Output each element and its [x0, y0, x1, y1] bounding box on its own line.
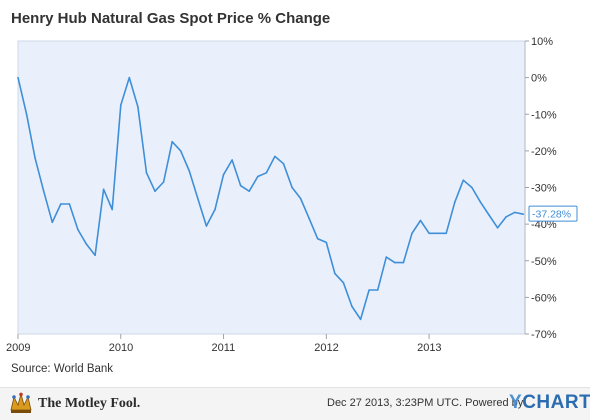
data-point [505, 216, 507, 218]
data-point [471, 186, 473, 189]
data-point [394, 261, 396, 264]
y-tick-label: -10% [531, 109, 557, 121]
y-tick-label: -70% [531, 329, 557, 341]
y-tick-label: -50% [531, 256, 557, 268]
data-point [128, 76, 131, 79]
data-point [522, 213, 525, 215]
data-point [368, 289, 370, 291]
data-point [85, 243, 88, 246]
data-point [248, 190, 251, 192]
chart-title: Henry Hub Natural Gas Spot Price % Chang… [11, 10, 331, 27]
data-point [299, 197, 302, 200]
data-point [436, 232, 439, 235]
data-point [42, 190, 45, 192]
data-point [188, 170, 191, 172]
data-point [102, 188, 105, 191]
data-point [162, 181, 165, 183]
data-point [119, 104, 122, 106]
x-tick-label: 2013 [417, 342, 441, 354]
data-point [197, 197, 199, 200]
data-point [513, 211, 516, 214]
y-tick-label: -60% [531, 292, 557, 304]
data-point [205, 225, 208, 227]
data-point [453, 201, 456, 203]
data-point [94, 254, 96, 257]
logo-text: The Motley Fool. [38, 396, 141, 411]
data-point [282, 162, 285, 165]
data-point [385, 256, 388, 258]
data-point [419, 219, 422, 222]
data-point [316, 237, 319, 240]
ycharts-logo-rest: CHARTS [522, 392, 590, 413]
data-point [51, 221, 54, 224]
data-point [154, 190, 156, 192]
data-point [342, 281, 345, 284]
timestamp-text: Dec 27 2013, 3:23PM UTC. Powered by [327, 397, 524, 409]
data-point [359, 318, 362, 321]
data-point [68, 203, 71, 205]
end-label-box [528, 205, 578, 222]
ycharts-logo[interactable]: YCHARTS [509, 392, 590, 414]
x-axis: 2009 2010 2011 2012 2013 [6, 334, 442, 354]
data-point [325, 241, 328, 244]
data-point [231, 159, 233, 161]
data-point [214, 208, 216, 211]
data-point [34, 157, 36, 159]
data-point [111, 208, 114, 211]
data-point [265, 172, 268, 174]
data-point [274, 155, 276, 158]
data-point [428, 232, 430, 235]
plot-area [17, 40, 526, 335]
data-point [222, 173, 225, 176]
data-point [17, 76, 19, 79]
data-point [351, 305, 353, 308]
source-label: Source: World Bank [11, 363, 114, 375]
data-point [291, 186, 293, 189]
data-point [179, 150, 182, 152]
x-tick-label: 2009 [6, 342, 30, 354]
series-layer [17, 76, 525, 321]
line-chart: 2009 2010 2011 2012 2013 10% 0% -10% -20% -30% -4… [6, 36, 578, 354]
footer-band [0, 387, 590, 420]
y-tick-label: -20% [531, 146, 557, 158]
series-line [17, 76, 524, 321]
data-point [462, 179, 465, 181]
ycharts-logo-y: Y [509, 392, 523, 413]
data-point [334, 272, 336, 275]
data-point [308, 217, 310, 220]
data-point [411, 232, 413, 235]
data-point [25, 113, 28, 116]
data-point [496, 226, 499, 229]
y-axis: 10% 0% -10% -20% -30% -40% -50% -60% -70% [525, 36, 557, 341]
data-point [256, 175, 259, 178]
data-point [445, 232, 448, 235]
y-tick-label: -30% [531, 183, 557, 195]
data-point [376, 289, 379, 291]
data-point [479, 201, 482, 203]
data-point [239, 184, 242, 187]
y-tick-label: -40% [531, 219, 557, 231]
y-tick-label: 0% [531, 73, 547, 85]
motley-fool-logo[interactable]: The Motley Fool. [8, 392, 140, 416]
data-point [60, 203, 62, 205]
data-point [402, 261, 405, 264]
data-point [488, 214, 490, 216]
data-point [145, 172, 148, 174]
end-value-label: -37.28% [528, 205, 578, 222]
x-tick-label: 2010 [109, 342, 133, 354]
data-point [171, 140, 173, 143]
x-tick-label: 2012 [314, 342, 338, 354]
y-tick-label: 10% [531, 36, 553, 48]
x-tick-label: 2011 [212, 342, 236, 354]
data-point [77, 228, 79, 231]
data-point [137, 106, 139, 108]
end-label-text: -37.28% [532, 209, 571, 221]
jester-hat-icon [10, 392, 32, 413]
